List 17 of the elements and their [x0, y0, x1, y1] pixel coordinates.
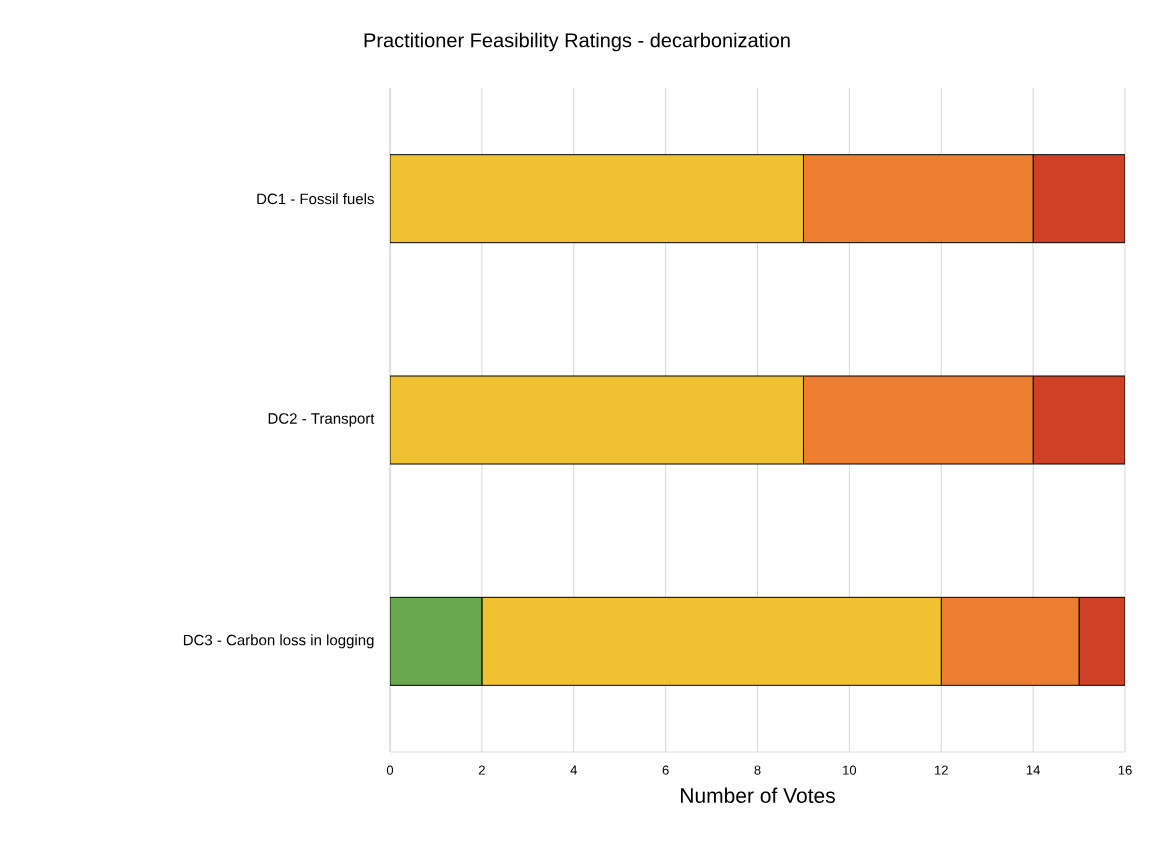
x-tick-label: 8 [754, 765, 761, 775]
x-tick-label: 16 [1118, 765, 1132, 775]
y-tick-label: DC3 - Carbon loss in logging [183, 634, 374, 649]
x-tick-label: 12 [935, 765, 948, 775]
bar [1078, 596, 1126, 686]
bar [1032, 154, 1126, 244]
x-axis-title: Number of Votes [681, 787, 835, 803]
x-tick-label: 10 [843, 765, 857, 775]
x-tick-label: 2 [478, 765, 485, 775]
x-tick-label: 4 [570, 765, 577, 775]
x-tick-label: 0 [386, 765, 394, 775]
chart-title: Practitioner Feasibility Ratings - decarbonization [364, 32, 790, 52]
y-tick-label: DC1 - Fossil fuels [257, 193, 374, 205]
x-tick-label: 14 [1026, 765, 1040, 775]
x-tick-label: 6 [662, 765, 669, 775]
y-tick-label: DC2 - Transport [268, 413, 375, 427]
bar [1032, 375, 1126, 465]
